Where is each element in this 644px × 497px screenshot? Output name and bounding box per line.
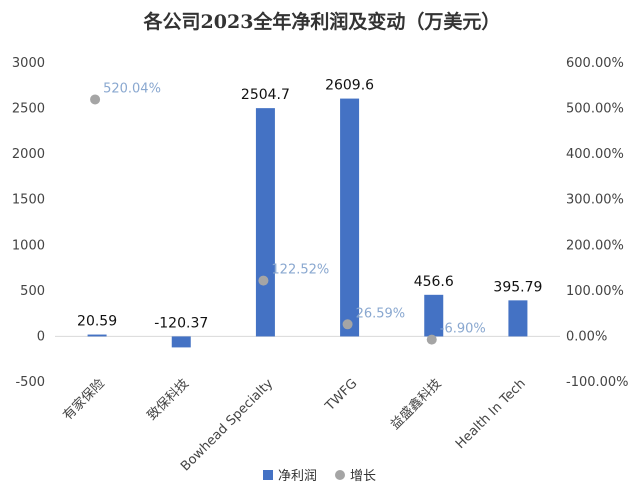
- left-tick-label: 1000: [12, 238, 45, 253]
- category-label: 致保科技: [145, 376, 192, 423]
- legend-item-growth: 增长: [350, 469, 376, 484]
- left-tick-label: -500: [15, 375, 45, 390]
- growth-point: [426, 334, 437, 345]
- category-label: Health In Tech: [453, 376, 529, 452]
- bar: [508, 300, 528, 337]
- bars: 20.59 -120.37 2504.7 2609.6 456.6 395.79: [77, 78, 542, 348]
- category-label: TWFG: [322, 376, 360, 414]
- growth-point: [90, 94, 101, 105]
- legend-point-swatch: [335, 470, 345, 480]
- chart-title: 各公司2023全年净利润及变动（万美元）: [143, 10, 501, 33]
- growth-value-label: 122.52%: [271, 263, 329, 278]
- legend-bar-swatch: [263, 470, 273, 480]
- category-label: Bowhead Specialty: [178, 376, 276, 474]
- right-tick-label: 100.00%: [566, 284, 624, 299]
- left-tick-label: 0: [37, 329, 45, 344]
- growth-point: [342, 319, 353, 330]
- bar: [424, 294, 444, 337]
- left-tick-label: 500: [20, 284, 45, 299]
- right-tick-label: 500.00%: [566, 102, 624, 117]
- bar-value-label: 395.79: [493, 279, 542, 295]
- bar-value-label: 2609.6: [325, 78, 374, 94]
- legend: 净利润 增长: [263, 469, 376, 484]
- bar-value-label: 456.6: [414, 274, 454, 290]
- bar: [171, 336, 191, 348]
- bar-value-label: -120.37: [154, 315, 208, 331]
- bar: [255, 108, 275, 337]
- right-tick-label: -100.00%: [566, 375, 629, 390]
- bar: [87, 334, 107, 337]
- growth-point: [258, 275, 269, 286]
- bar: [340, 98, 360, 337]
- left-tick-label: 3000: [12, 56, 45, 71]
- category-label: 益盛鑫科技: [387, 376, 444, 433]
- growth-value-label: -6.90%: [440, 322, 486, 337]
- right-tick-label: 600.00%: [566, 56, 624, 71]
- right-tick-label: 200.00%: [566, 238, 624, 253]
- legend-item-net-profit: 净利润: [278, 469, 317, 484]
- right-axis: -100.00% 0.00% 100.00% 200.00% 300.00% 400.00…: [566, 56, 629, 390]
- bar-value-label: 20.59: [77, 314, 117, 330]
- right-tick-label: 0.00%: [566, 329, 607, 344]
- growth-points: 520.04% 122.52% 26.59% -6.90%: [90, 81, 486, 345]
- growth-value-label: 520.04%: [103, 81, 161, 96]
- left-tick-label: 2000: [12, 147, 45, 162]
- left-tick-label: 1500: [12, 193, 45, 208]
- right-tick-label: 300.00%: [566, 193, 624, 208]
- left-axis: -500 0 500 1000 1500 2000 2500 3000: [12, 56, 560, 390]
- right-tick-label: 400.00%: [566, 147, 624, 162]
- left-tick-label: 2500: [12, 102, 45, 117]
- growth-value-label: 26.59%: [356, 306, 406, 321]
- category-label: 有家保险: [60, 376, 108, 424]
- bar-value-label: 2504.7: [241, 87, 290, 103]
